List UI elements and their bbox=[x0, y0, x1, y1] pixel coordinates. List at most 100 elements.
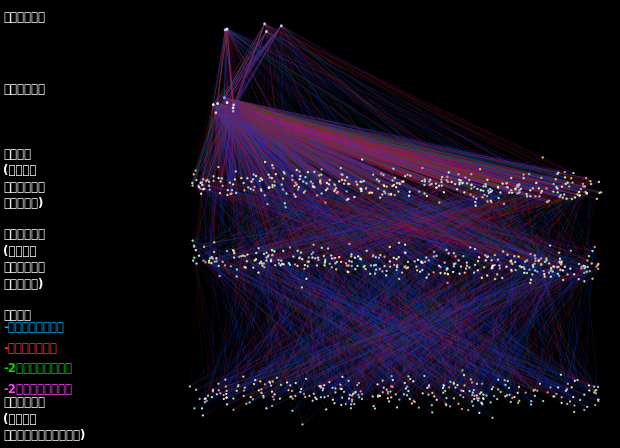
Point bbox=[386, 190, 396, 198]
Point bbox=[477, 400, 487, 407]
Point bbox=[475, 390, 485, 397]
Point bbox=[304, 392, 314, 400]
Point bbox=[504, 189, 514, 196]
Point bbox=[404, 388, 414, 395]
Point bbox=[542, 389, 552, 396]
Point bbox=[438, 389, 448, 396]
Point bbox=[422, 254, 432, 261]
Point bbox=[232, 266, 242, 273]
Point bbox=[262, 249, 272, 256]
Point bbox=[257, 260, 267, 267]
Point bbox=[526, 398, 536, 405]
Point bbox=[285, 261, 295, 268]
Point bbox=[394, 180, 404, 187]
Point bbox=[353, 391, 363, 398]
Point bbox=[371, 266, 381, 273]
Point bbox=[398, 178, 408, 185]
Point bbox=[324, 181, 334, 188]
Point bbox=[469, 392, 479, 400]
Point bbox=[322, 179, 332, 186]
Point bbox=[266, 256, 276, 263]
Point bbox=[552, 189, 562, 196]
Point bbox=[348, 390, 358, 397]
Point bbox=[200, 185, 210, 193]
Point bbox=[511, 186, 521, 193]
Point bbox=[554, 258, 564, 265]
Point bbox=[267, 175, 277, 182]
Point bbox=[195, 395, 205, 402]
Point bbox=[487, 198, 497, 206]
Point bbox=[205, 255, 215, 262]
Point bbox=[507, 259, 516, 266]
Point bbox=[262, 257, 272, 264]
Point bbox=[495, 262, 505, 269]
Point bbox=[221, 394, 231, 401]
Point bbox=[417, 177, 427, 185]
Point bbox=[310, 394, 320, 401]
Point bbox=[277, 260, 287, 267]
Point bbox=[218, 258, 228, 265]
Point bbox=[192, 177, 202, 184]
Point bbox=[300, 262, 310, 269]
Point bbox=[503, 378, 513, 385]
Point bbox=[481, 183, 491, 190]
Point bbox=[343, 377, 353, 384]
Point bbox=[270, 262, 280, 269]
Point bbox=[448, 268, 458, 276]
Point bbox=[249, 380, 259, 388]
Point bbox=[321, 199, 330, 206]
Point bbox=[356, 185, 366, 192]
Point bbox=[559, 191, 569, 198]
Point bbox=[495, 388, 505, 396]
Point bbox=[541, 255, 551, 262]
Point bbox=[361, 185, 371, 192]
Point bbox=[301, 275, 311, 282]
Point bbox=[341, 260, 351, 267]
Point bbox=[536, 260, 546, 267]
Text: 酵素の層
(慣習的な
代謝マップの
レイアウト): 酵素の層 (慣習的な 代謝マップの レイアウト) bbox=[3, 148, 45, 211]
Point bbox=[323, 392, 333, 400]
Point bbox=[373, 185, 383, 192]
Point bbox=[503, 251, 513, 258]
Point bbox=[579, 269, 589, 276]
Point bbox=[590, 243, 600, 250]
Point bbox=[402, 383, 412, 390]
Point bbox=[434, 182, 444, 190]
Point bbox=[529, 387, 539, 394]
Point bbox=[462, 180, 472, 187]
Point bbox=[549, 181, 559, 188]
Point bbox=[473, 267, 483, 274]
Point bbox=[231, 190, 241, 197]
Point bbox=[512, 190, 522, 197]
Point bbox=[495, 265, 505, 272]
Point bbox=[291, 179, 301, 186]
Point bbox=[395, 181, 405, 188]
Point bbox=[375, 251, 385, 258]
Point bbox=[454, 176, 464, 183]
Point bbox=[515, 186, 525, 194]
Point bbox=[560, 168, 570, 176]
Point bbox=[513, 399, 523, 406]
Point bbox=[277, 257, 286, 264]
Point bbox=[283, 387, 293, 394]
Point bbox=[477, 194, 487, 201]
Point bbox=[353, 253, 363, 260]
Point bbox=[268, 378, 278, 385]
Point bbox=[260, 20, 270, 27]
Point bbox=[249, 264, 259, 271]
Point bbox=[321, 186, 331, 194]
Point bbox=[382, 183, 392, 190]
Point bbox=[240, 263, 250, 271]
Point bbox=[356, 388, 366, 395]
Point bbox=[189, 242, 199, 249]
Point bbox=[294, 254, 304, 262]
Point bbox=[493, 183, 503, 190]
Point bbox=[254, 269, 264, 276]
Point bbox=[335, 381, 345, 388]
Point bbox=[337, 385, 347, 392]
Point bbox=[347, 398, 357, 405]
Point bbox=[443, 178, 453, 185]
Point bbox=[343, 268, 353, 275]
Point bbox=[388, 376, 398, 383]
Point bbox=[299, 189, 309, 196]
